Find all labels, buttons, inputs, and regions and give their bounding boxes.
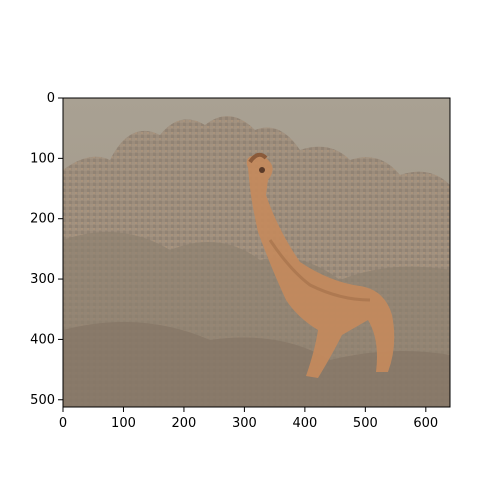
y-tick-label: 100 (30, 151, 55, 166)
y-tick-label: 300 (30, 272, 55, 287)
x-tick-label: 100 (111, 416, 136, 431)
x-tick-label: 400 (292, 416, 317, 431)
y-tick-label: 200 (30, 212, 55, 227)
x-tick-label: 600 (413, 416, 438, 431)
giraffe-photo (63, 98, 450, 407)
x-axis: 0 100 200 300 400 500 600 (59, 407, 438, 431)
y-tick-label: 400 (30, 332, 55, 347)
y-tick-label: 500 (30, 393, 55, 408)
x-tick-label: 0 (59, 416, 67, 431)
y-tick-label: 0 (47, 91, 55, 106)
y-axis: 0 100 200 300 400 500 (30, 91, 63, 408)
x-tick-label: 500 (353, 416, 378, 431)
x-tick-label: 200 (172, 416, 197, 431)
x-tick-label: 300 (232, 416, 257, 431)
plot-frame (62, 97, 451, 408)
